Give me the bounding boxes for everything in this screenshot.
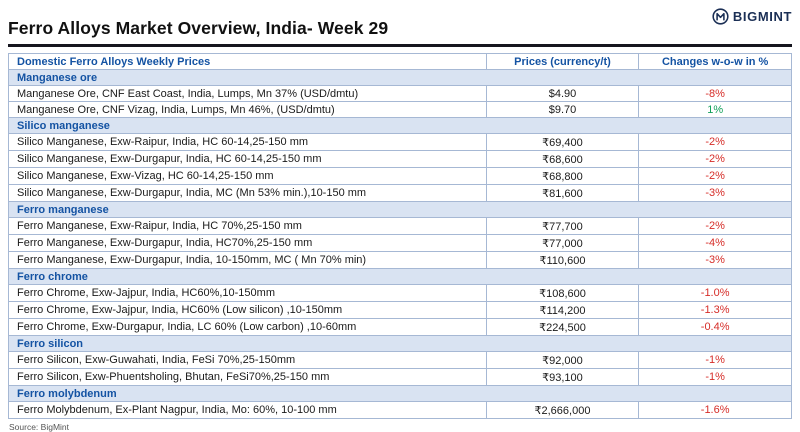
change-value: -1%: [638, 351, 792, 369]
price-description: Ferro Chrome, Exw-Durgapur, India, LC 60…: [8, 318, 487, 336]
header: Ferro Alloys Market Overview, India- Wee…: [8, 6, 792, 47]
price-description: Silico Manganese, Exw-Durgapur, India, M…: [8, 184, 487, 202]
price-value: $9.70: [485, 101, 640, 118]
section-row: Ferro manganese: [8, 201, 792, 218]
table-header-row: Domestic Ferro Alloys Weekly Prices Pric…: [8, 53, 792, 70]
change-value: -2%: [638, 150, 792, 168]
bigmint-icon: [712, 8, 729, 25]
table-row: Ferro Chrome, Exw-Jajpur, India, HC60% (…: [8, 301, 792, 319]
price-value: ₹77,700: [485, 217, 640, 235]
table-row: Ferro Silicon, Exw-Phuentsholing, Bhutan…: [8, 368, 792, 386]
price-description: Ferro Manganese, Exw-Durgapur, India, HC…: [8, 234, 487, 252]
prices-table: Domestic Ferro Alloys Weekly Prices Pric…: [8, 53, 792, 419]
price-value: ₹92,000: [485, 351, 640, 369]
table-row: Ferro Chrome, Exw-Jajpur, India, HC60%,1…: [8, 284, 792, 302]
price-description: Manganese Ore, CNF East Coast, India, Lu…: [8, 85, 487, 102]
section-label: Manganese ore: [8, 69, 792, 86]
section-label: Ferro silicon: [8, 335, 792, 352]
change-value: -4%: [638, 234, 792, 252]
price-description: Ferro Manganese, Exw-Durgapur, India, 10…: [8, 251, 487, 269]
table-body: Manganese ore Manganese Ore, CNF East Coa…: [8, 69, 792, 419]
change-value: -2%: [638, 217, 792, 235]
price-value: ₹93,100: [485, 368, 640, 386]
section-label: Silico manganese: [8, 117, 792, 134]
section-label: Ferro molybdenum: [8, 385, 792, 402]
price-value: ₹69,400: [485, 133, 640, 151]
change-value: -1.6%: [638, 401, 792, 419]
price-description: Ferro Manganese, Exw-Raipur, India, HC 7…: [8, 217, 487, 235]
table-row: Silico Manganese, Exw-Durgapur, India, H…: [8, 150, 792, 168]
change-value: -8%: [638, 85, 792, 102]
price-value: ₹81,600: [485, 184, 640, 202]
page-title: Ferro Alloys Market Overview, India- Wee…: [8, 18, 389, 38]
section-row: Ferro molybdenum: [8, 385, 792, 402]
col-header-changes: Changes w-o-w in %: [638, 53, 792, 70]
section-label: Ferro chrome: [8, 268, 792, 285]
table-row: Ferro Molybdenum, Ex-Plant Nagpur, India…: [8, 401, 792, 419]
price-description: Ferro Molybdenum, Ex-Plant Nagpur, India…: [8, 401, 487, 419]
table-row: Silico Manganese, Exw-Vizag, HC 60-14,25…: [8, 167, 792, 185]
price-value: ₹110,600: [485, 251, 640, 269]
change-value: -1.3%: [638, 301, 792, 319]
section-row: Ferro chrome: [8, 268, 792, 285]
price-description: Ferro Silicon, Exw-Guwahati, India, FeSi…: [8, 351, 487, 369]
price-description: Silico Manganese, Exw-Vizag, HC 60-14,25…: [8, 167, 487, 185]
table-row: Silico Manganese, Exw-Durgapur, India, M…: [8, 184, 792, 202]
price-description: Silico Manganese, Exw-Raipur, India, HC …: [8, 133, 487, 151]
price-description: Silico Manganese, Exw-Durgapur, India, H…: [8, 150, 487, 168]
price-value: ₹108,600: [485, 284, 640, 302]
price-value: ₹77,000: [485, 234, 640, 252]
price-description: Manganese Ore, CNF Vizag, India, Lumps, …: [8, 101, 487, 118]
table-row: Manganese Ore, CNF East Coast, India, Lu…: [8, 85, 792, 102]
price-value: ₹2,666,000: [485, 401, 640, 419]
table-row: Ferro Chrome, Exw-Durgapur, India, LC 60…: [8, 318, 792, 336]
table-row: Manganese Ore, CNF Vizag, India, Lumps, …: [8, 101, 792, 118]
section-row: Ferro silicon: [8, 335, 792, 352]
change-value: -2%: [638, 133, 792, 151]
brand-name: BIGMINT: [732, 9, 792, 24]
source-note: Source: BigMint: [9, 422, 69, 432]
table-row: Ferro Silicon, Exw-Guwahati, India, FeSi…: [8, 351, 792, 369]
price-description: Ferro Chrome, Exw-Jajpur, India, HC60% (…: [8, 301, 487, 319]
brand-logo: BIGMINT: [712, 8, 792, 25]
price-value: ₹224,500: [485, 318, 640, 336]
price-value: $4.90: [485, 85, 640, 102]
table-row: Silico Manganese, Exw-Raipur, India, HC …: [8, 133, 792, 151]
change-value: -3%: [638, 184, 792, 202]
price-description: Ferro Silicon, Exw-Phuentsholing, Bhutan…: [8, 368, 487, 386]
change-value: -1.0%: [638, 284, 792, 302]
change-value: 1%: [638, 101, 792, 118]
section-label: Ferro manganese: [8, 201, 792, 218]
price-value: ₹114,200: [485, 301, 640, 319]
price-description: Ferro Chrome, Exw-Jajpur, India, HC60%,1…: [8, 284, 487, 302]
price-value: ₹68,800: [485, 167, 640, 185]
change-value: -3%: [638, 251, 792, 269]
change-value: -1%: [638, 368, 792, 386]
col-header-description: Domestic Ferro Alloys Weekly Prices: [8, 53, 487, 70]
section-row: Silico manganese: [8, 117, 792, 134]
table-row: Ferro Manganese, Exw-Durgapur, India, HC…: [8, 234, 792, 252]
change-value: -0.4%: [638, 318, 792, 336]
table-row: Ferro Manganese, Exw-Durgapur, India, 10…: [8, 251, 792, 269]
col-header-prices: Prices (currency/t): [485, 53, 640, 70]
table-row: Ferro Manganese, Exw-Raipur, India, HC 7…: [8, 217, 792, 235]
price-value: ₹68,600: [485, 150, 640, 168]
change-value: -2%: [638, 167, 792, 185]
section-row: Manganese ore: [8, 69, 792, 86]
